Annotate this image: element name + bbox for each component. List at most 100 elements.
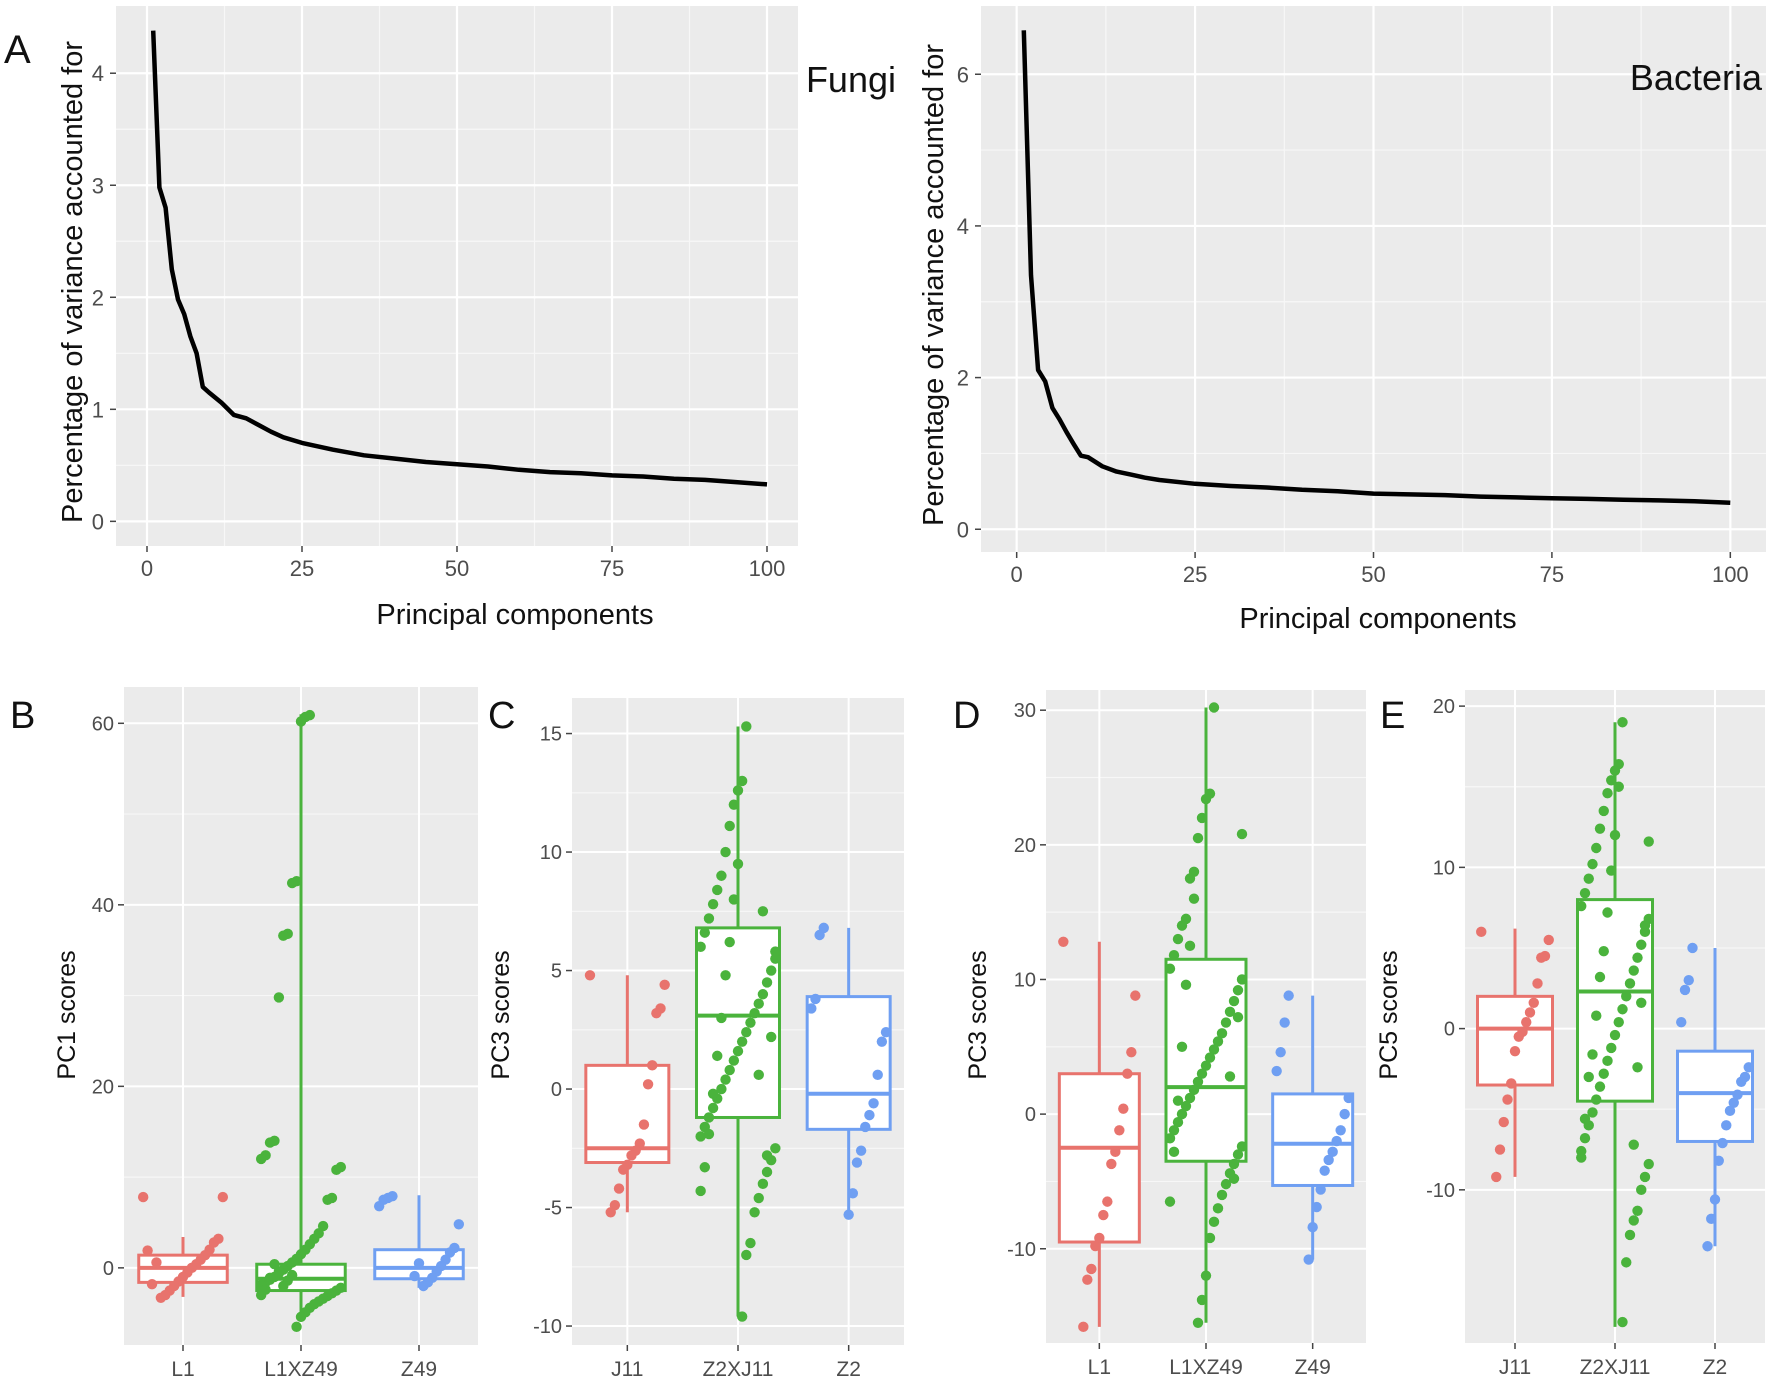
y-tick-label: 0 bbox=[957, 517, 969, 542]
data-point bbox=[1528, 997, 1539, 1008]
data-point bbox=[1576, 1152, 1587, 1163]
data-point bbox=[1224, 1071, 1236, 1082]
x-tick-labels: L1 L1XZ49 Z49 bbox=[1088, 1343, 1331, 1379]
data-point bbox=[810, 993, 821, 1005]
y-tick-label: -10 bbox=[1007, 1239, 1036, 1261]
data-point bbox=[1643, 1158, 1654, 1170]
data-point bbox=[647, 1060, 658, 1071]
data-point bbox=[1196, 1294, 1208, 1306]
data-point bbox=[155, 1292, 167, 1304]
data-point bbox=[732, 858, 744, 870]
box-J11 bbox=[1476, 926, 1554, 1183]
data-point bbox=[761, 977, 773, 988]
data-point bbox=[1232, 985, 1244, 996]
data-point bbox=[1303, 1254, 1314, 1265]
data-point bbox=[1543, 934, 1554, 946]
data-point bbox=[868, 1098, 879, 1109]
y-axis-label: PC5 scores bbox=[1375, 950, 1403, 1079]
data-point bbox=[736, 1311, 748, 1322]
data-point bbox=[761, 1166, 773, 1178]
data-point bbox=[1168, 1125, 1180, 1136]
data-point bbox=[278, 1280, 289, 1292]
data-point bbox=[1236, 828, 1248, 840]
data-point bbox=[1532, 978, 1543, 989]
data-point bbox=[741, 1249, 752, 1261]
data-point bbox=[699, 927, 710, 938]
data-point bbox=[1728, 1097, 1739, 1108]
data-point bbox=[757, 906, 769, 917]
data-point bbox=[146, 1278, 158, 1290]
data-point bbox=[1331, 1135, 1342, 1147]
data-point bbox=[1200, 1060, 1212, 1071]
data-point bbox=[1591, 842, 1602, 854]
data-point bbox=[1164, 1196, 1176, 1207]
data-point bbox=[1122, 1068, 1133, 1079]
data-point bbox=[1609, 765, 1621, 776]
data-point bbox=[1687, 942, 1698, 954]
data-point bbox=[1212, 1203, 1224, 1214]
y-tick-label: 10 bbox=[1433, 857, 1455, 879]
data-point bbox=[613, 1183, 625, 1194]
data-point bbox=[860, 1121, 871, 1133]
data-point bbox=[1632, 1205, 1643, 1216]
data-point bbox=[851, 1157, 863, 1168]
data-point bbox=[1621, 991, 1632, 1002]
box-Z49 bbox=[373, 1190, 465, 1292]
data-point bbox=[699, 1162, 710, 1173]
data-point bbox=[1591, 1010, 1602, 1021]
y-axis-label: PC3 scores bbox=[964, 950, 992, 1079]
data-point bbox=[1639, 920, 1651, 931]
y-tick-labels: -10 -5 0 5 10 15 bbox=[533, 724, 572, 1338]
data-point bbox=[322, 1194, 333, 1205]
data-point bbox=[1576, 900, 1587, 912]
data-point bbox=[732, 785, 744, 796]
data-point bbox=[413, 1258, 425, 1269]
data-point bbox=[766, 1031, 777, 1043]
data-point bbox=[720, 1074, 731, 1085]
box-Z2 bbox=[805, 922, 892, 1220]
y-tick-label: 20 bbox=[92, 1076, 114, 1098]
data-point bbox=[1184, 1092, 1196, 1104]
data-point bbox=[1702, 1241, 1713, 1252]
data-point bbox=[1717, 1137, 1728, 1149]
data-point bbox=[1192, 1317, 1204, 1329]
data-point bbox=[761, 1150, 773, 1161]
data-point bbox=[1236, 1141, 1248, 1152]
data-point bbox=[1319, 1165, 1330, 1176]
data-point bbox=[736, 1036, 748, 1047]
data-point bbox=[1617, 1004, 1628, 1015]
data-point bbox=[1315, 1184, 1326, 1195]
y-tick-labels: -10 0 10 20 30 bbox=[1007, 700, 1046, 1261]
box-iqr bbox=[1271, 1092, 1355, 1187]
data-point bbox=[1200, 1270, 1212, 1281]
data-point bbox=[716, 1083, 727, 1095]
data-point bbox=[264, 1272, 276, 1284]
y-tick-labels: -10 0 10 20 bbox=[1426, 696, 1465, 1202]
data-point bbox=[1058, 936, 1069, 947]
data-point bbox=[295, 1311, 307, 1323]
y-tick-label: 0 bbox=[551, 1079, 562, 1101]
data-point bbox=[1224, 1006, 1236, 1017]
data-point bbox=[770, 946, 781, 957]
data-point bbox=[1094, 1232, 1105, 1244]
data-point bbox=[720, 970, 731, 981]
data-point bbox=[1168, 950, 1180, 961]
data-point bbox=[1216, 1028, 1228, 1039]
data-point bbox=[1587, 1107, 1598, 1118]
data-point bbox=[707, 1088, 719, 1099]
data-point bbox=[1732, 1089, 1743, 1100]
y-tick-labels: 0 1 2 3 4 bbox=[92, 61, 116, 534]
data-point bbox=[295, 716, 307, 727]
data-point bbox=[269, 1259, 280, 1270]
box-Z2 bbox=[1676, 942, 1754, 1252]
variance-line-series bbox=[1021, 30, 1731, 505]
category-label: L1XZ49 bbox=[1169, 1356, 1243, 1379]
data-point bbox=[741, 721, 752, 732]
panel-letter: D bbox=[953, 695, 980, 737]
data-point bbox=[642, 1079, 654, 1090]
data-point bbox=[1307, 1222, 1318, 1233]
data-point bbox=[707, 898, 719, 910]
x-tick-label: 25 bbox=[1183, 562, 1207, 587]
data-point bbox=[331, 1164, 342, 1176]
y-tick-label: 60 bbox=[92, 713, 114, 735]
